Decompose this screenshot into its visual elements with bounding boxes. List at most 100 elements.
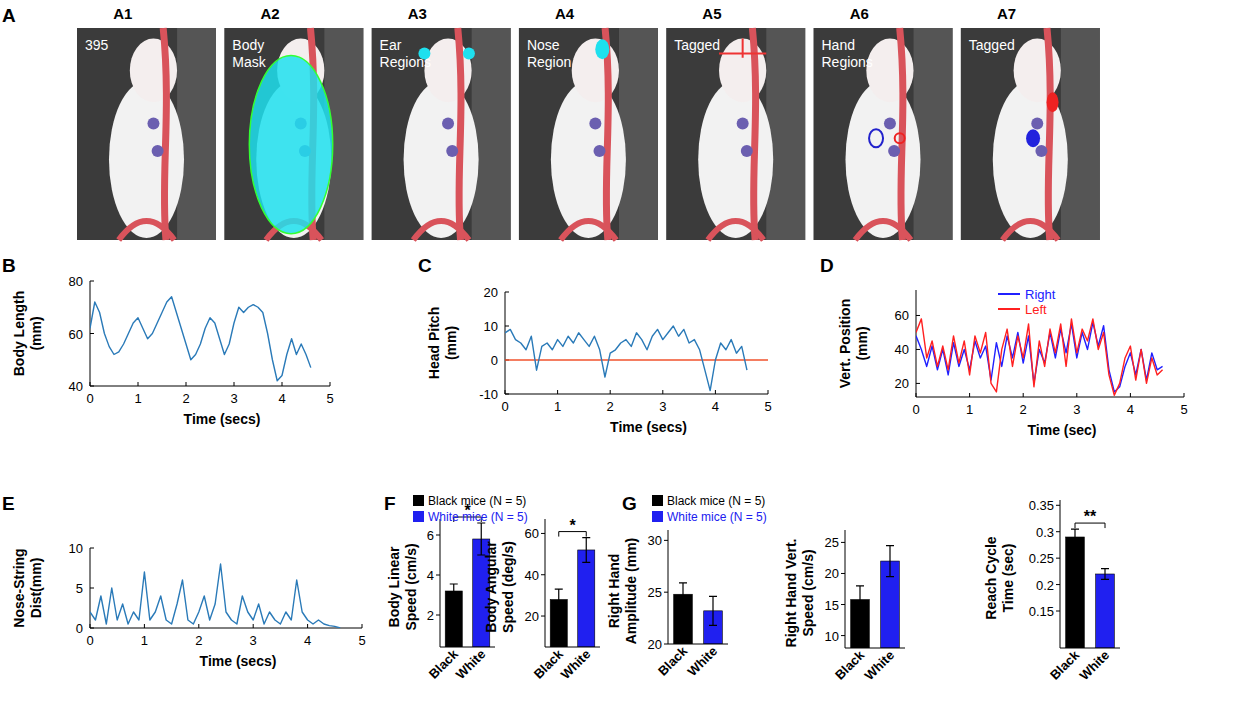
caption-line: Tagged xyxy=(969,37,1015,53)
x-tick-label: 1 xyxy=(554,399,561,414)
y-axis-label: Vert. Position(mm) xyxy=(837,299,870,388)
tile-caption: Tagged xyxy=(674,37,720,53)
x-tick xyxy=(330,382,331,386)
legend-swatch xyxy=(998,293,1020,295)
y-tick xyxy=(1056,558,1060,559)
legend-text: Left xyxy=(1025,302,1047,317)
y-axis xyxy=(1060,500,1061,648)
caption-line: Regions xyxy=(822,54,873,70)
y-tick-label: 20 xyxy=(484,285,498,300)
y-tick-label: 60 xyxy=(69,327,83,342)
label-line: Nose-String xyxy=(11,548,27,627)
tile-caption: EarRegions xyxy=(380,37,431,70)
hand xyxy=(737,117,749,129)
x-tick-label: 2 xyxy=(182,391,189,406)
x-tick xyxy=(1184,393,1185,397)
x-axis xyxy=(505,394,768,395)
x-tick xyxy=(505,390,506,394)
y-tick-label: 0 xyxy=(491,353,498,368)
bar xyxy=(578,550,595,647)
y-tick xyxy=(436,575,440,576)
y-tick-label: 80 xyxy=(69,274,83,289)
x-tick-label: 0 xyxy=(912,402,919,417)
string-loop xyxy=(708,221,764,240)
label-line: Reach Cycle xyxy=(983,536,999,619)
mouse-body xyxy=(109,81,184,238)
y-tick-label: 25 xyxy=(648,585,662,600)
image-wall xyxy=(914,28,953,240)
body-mask xyxy=(249,56,332,234)
y-tick xyxy=(1056,611,1060,612)
string xyxy=(752,28,755,240)
y-tick-label: 25 xyxy=(825,535,839,550)
error-bar xyxy=(555,589,563,610)
category-label: Black xyxy=(832,647,868,683)
y-tick xyxy=(541,616,545,617)
x-axis-label: Time (secs) xyxy=(184,411,261,427)
x-tick-label: 5 xyxy=(764,399,771,414)
x-tick-label: 2 xyxy=(1020,402,1027,417)
y-tick-label: 20 xyxy=(525,609,539,624)
category-label: White xyxy=(558,647,594,683)
panel-letter: B xyxy=(2,255,16,276)
hand xyxy=(1031,117,1043,129)
mouse-body xyxy=(993,81,1068,238)
category-label: White xyxy=(1076,648,1112,684)
hand-region xyxy=(869,129,883,147)
y-tick xyxy=(541,574,545,575)
y-tick xyxy=(505,326,509,327)
x-tick-label: 5 xyxy=(326,391,333,406)
panel-letter: E xyxy=(2,493,15,514)
caption-line: Body xyxy=(232,37,264,53)
x-tick-label: 2 xyxy=(607,399,614,414)
image-tile xyxy=(961,28,1100,240)
string xyxy=(605,28,608,240)
y-tick xyxy=(90,281,94,282)
error-bar xyxy=(856,586,864,613)
caption-line: 395 xyxy=(85,37,109,53)
image-background xyxy=(372,28,511,240)
y-axis-label: Body Length(mm) xyxy=(11,291,44,377)
legend-text: Right xyxy=(1025,287,1056,302)
tile-label: A7 xyxy=(997,5,1016,22)
hand xyxy=(884,117,896,129)
string xyxy=(458,28,461,240)
y-tick xyxy=(436,535,440,536)
significance: * xyxy=(569,517,576,534)
string-loop xyxy=(413,221,469,240)
plot-area xyxy=(674,583,723,644)
x-tick xyxy=(557,390,558,394)
x-tick-label: 1 xyxy=(966,402,973,417)
nose-region xyxy=(595,39,609,59)
legend-text: White mice (N = 5) xyxy=(667,510,767,524)
mouse-body xyxy=(845,81,920,238)
caption-line: Region xyxy=(527,54,571,70)
caption-line: Regions xyxy=(380,54,431,70)
label-line: Time (sec) xyxy=(1000,544,1016,613)
y-tick xyxy=(1056,584,1060,585)
y-axis xyxy=(545,519,546,647)
x-axis xyxy=(90,386,330,387)
y-tick-label: 60 xyxy=(525,526,539,541)
bar xyxy=(1096,574,1115,648)
x-axis-label: Time (secs) xyxy=(610,419,687,435)
image-wall xyxy=(619,28,658,240)
y-tick xyxy=(664,644,668,645)
mouse-head xyxy=(130,39,177,103)
image-tile xyxy=(814,28,953,240)
legend-swatch xyxy=(998,308,1020,310)
image-background xyxy=(77,28,216,240)
tile-label: A4 xyxy=(555,5,575,22)
hand xyxy=(741,145,753,157)
caption-line: Tagged xyxy=(674,37,720,53)
caption-line: Hand xyxy=(822,37,855,53)
label-line: Speed (cm/s) xyxy=(800,549,816,636)
label-line: Right Hand xyxy=(606,554,622,629)
legend-text: Black mice (N = 5) xyxy=(667,494,765,508)
figure: AA1395A2BodyMaskA3EarRegionsA4NoseRegion… xyxy=(0,0,1234,701)
hand xyxy=(147,117,159,129)
y-tick-label: 40 xyxy=(69,379,83,394)
tile-label: A1 xyxy=(113,5,132,22)
panel-letter: C xyxy=(418,255,432,276)
y-tick-label: 0.2 xyxy=(1036,578,1054,593)
